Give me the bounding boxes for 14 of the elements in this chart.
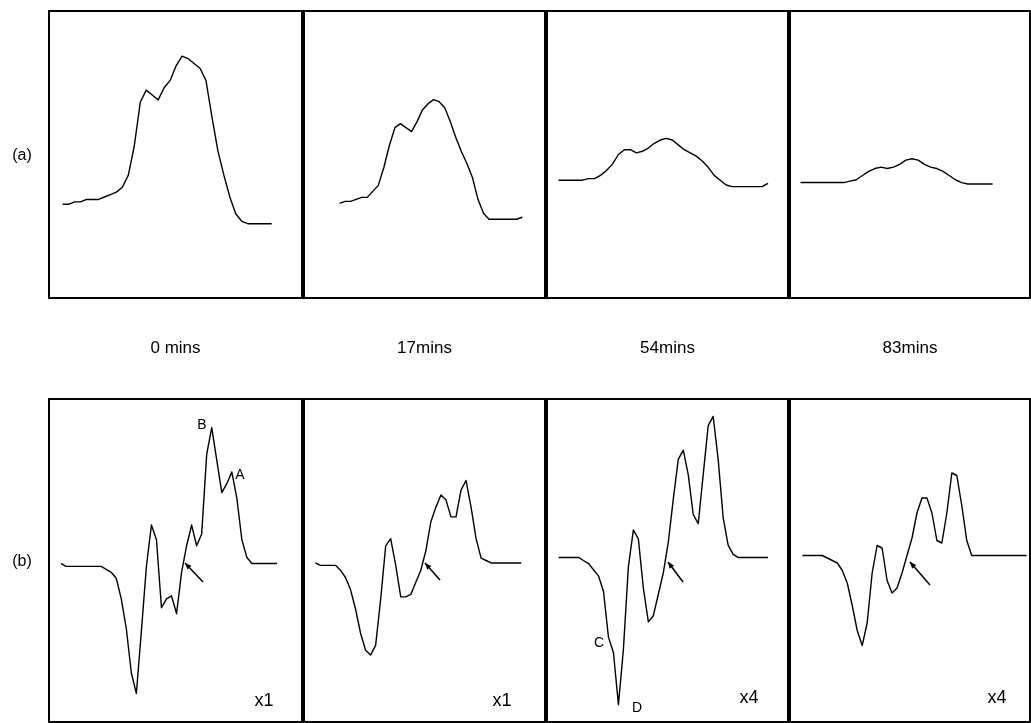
annotation: x1	[492, 689, 512, 711]
x-axis-title: 83mins	[882, 338, 938, 358]
annotation: A	[235, 466, 245, 482]
x-axis-title: 17mins	[397, 338, 452, 358]
annotation: x1	[254, 689, 274, 711]
annotation: C	[593, 634, 605, 650]
y-axis-title: (b)	[12, 551, 32, 570]
x-axis-title: 54mins	[640, 338, 695, 358]
annotation: x4	[739, 686, 759, 708]
annotation: B	[197, 416, 207, 432]
x-axis-title: 0 mins	[150, 338, 201, 358]
y-axis-title: (a)	[12, 145, 32, 164]
annotation: D	[631, 699, 643, 715]
annotation: x4	[987, 686, 1007, 708]
